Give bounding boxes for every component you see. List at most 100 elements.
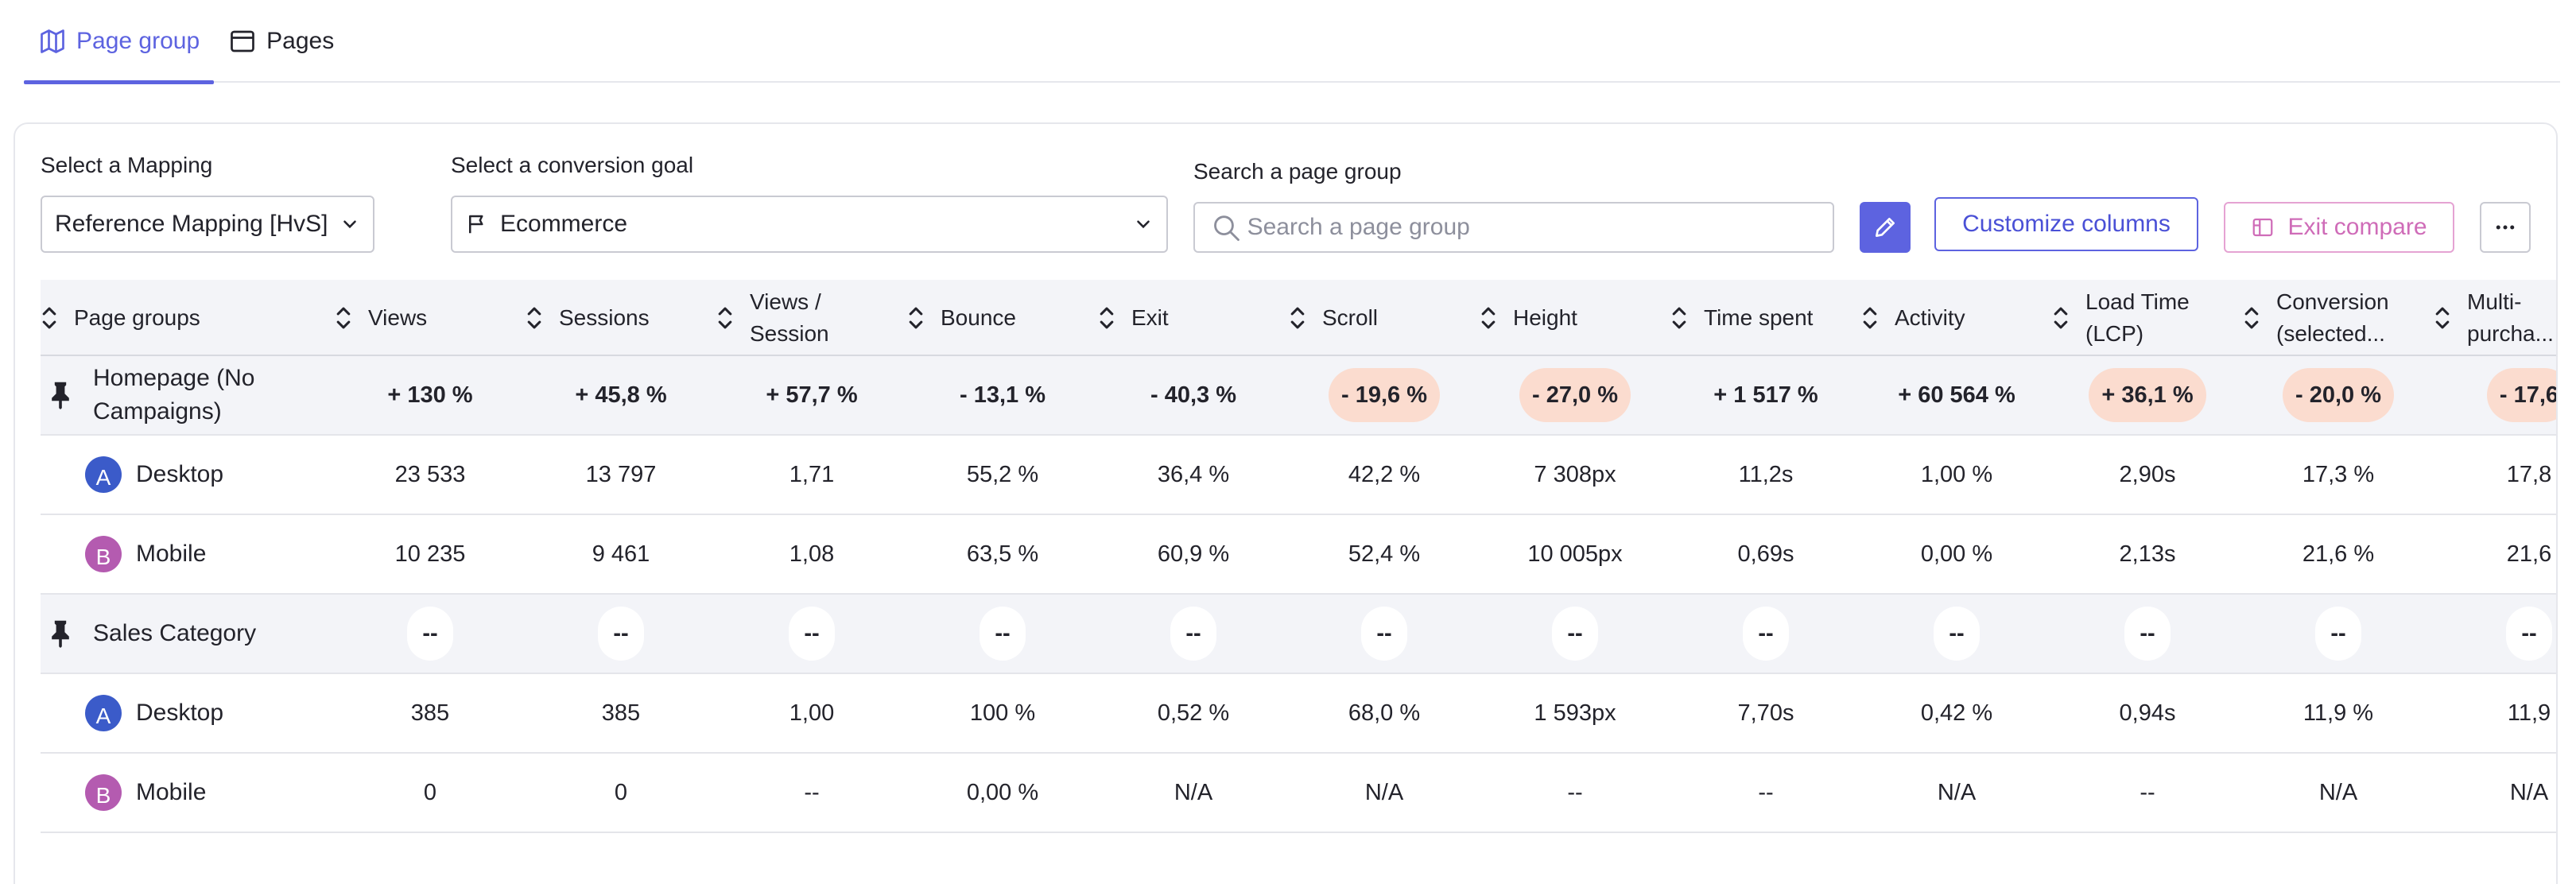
chevron-down-icon xyxy=(1137,220,1150,229)
row-name: Sales Category xyxy=(93,620,257,646)
metric-value: 42,2 % xyxy=(1348,461,1421,487)
metric-value: 55,2 % xyxy=(966,461,1039,487)
metric-value: -- xyxy=(804,779,820,805)
more-options-button[interactable] xyxy=(2480,202,2531,253)
metric-value: 385 xyxy=(601,700,641,726)
column-header[interactable]: Load Time (LCP) xyxy=(2052,280,2243,356)
metric-cell: 60,9 % xyxy=(1098,515,1289,593)
metric-value: 68,0 % xyxy=(1348,700,1421,726)
metric-cell: 0,94s xyxy=(2052,674,2243,752)
goal-select[interactable]: Ecommerce xyxy=(451,196,1168,253)
metric-cell: 55,2 % xyxy=(907,436,1098,514)
empty-value-badge: -- xyxy=(980,607,1026,661)
metric-cell: 42,2 % xyxy=(1289,436,1480,514)
metric-cell: 17,3 % xyxy=(2243,436,2434,514)
metric-cell: 0,69s xyxy=(1670,515,1861,593)
row-name: Mobile xyxy=(136,541,207,567)
metric-cell: -- xyxy=(1480,595,1670,673)
sort-icon[interactable] xyxy=(2052,304,2070,332)
metric-cell: 100 % xyxy=(907,674,1098,752)
column-header[interactable]: Sessions xyxy=(526,280,716,356)
pin-icon[interactable] xyxy=(48,381,72,409)
device-row[interactable]: B Mobile 0 0 -- 0,00 % N/A N/A -- -- N/A -- N/A N/A xyxy=(41,754,2556,833)
edit-mapping-button[interactable] xyxy=(1860,202,1911,253)
metric-value: 7,70s xyxy=(1737,700,1794,726)
metric-value: 1 593px xyxy=(1534,700,1616,726)
device-row[interactable]: A Desktop 23 533 13 797 1,71 55,2 % 36,4 % 42,2… xyxy=(41,436,2556,515)
column-header[interactable]: Scroll xyxy=(1289,280,1480,356)
metric-value: 17,3 % xyxy=(2302,461,2375,487)
change-badge: - 40,3 % xyxy=(1138,368,1249,422)
mapping-select[interactable]: Reference Mapping [HvS] xyxy=(41,196,374,253)
metric-cell: -- xyxy=(1098,595,1289,673)
metric-cell: 2,13s xyxy=(2052,515,2243,593)
sort-icon[interactable] xyxy=(2243,304,2260,332)
sort-icon[interactable] xyxy=(526,304,543,332)
tab-page-group[interactable]: Page group xyxy=(24,0,215,84)
column-header[interactable]: Activity xyxy=(1861,280,2052,356)
column-header-label: Time spent xyxy=(1704,305,1814,330)
column-header[interactable]: Height xyxy=(1480,280,1670,356)
sort-icon[interactable] xyxy=(1861,304,1879,332)
empty-value-badge: -- xyxy=(407,607,453,661)
group-row[interactable]: Sales Category -- -- -- -- -- -- -- -- -- -- -- -- xyxy=(41,595,2556,674)
pin-icon[interactable] xyxy=(48,619,72,648)
sort-icon[interactable] xyxy=(716,304,734,332)
group-row[interactable]: Homepage (No Campaigns) + 130 % + 45,8 % + … xyxy=(41,356,2556,436)
metric-cell: - 27,0 % xyxy=(1480,356,1670,434)
mapping-value: Reference Mapping [HvS] xyxy=(55,211,328,237)
sort-icon[interactable] xyxy=(907,304,925,332)
metric-value: 17,8 xyxy=(2506,461,2552,487)
column-header[interactable]: Time spent xyxy=(1670,280,1861,356)
metric-value: 0,00 % xyxy=(1920,541,1993,567)
search-input[interactable] xyxy=(1247,214,1817,241)
empty-value-badge: -- xyxy=(1552,607,1598,661)
metric-value: 385 xyxy=(410,700,450,726)
empty-value-badge: -- xyxy=(598,607,644,661)
sort-icon[interactable] xyxy=(1098,304,1115,332)
metric-cell: -- xyxy=(2243,595,2434,673)
table-header: Page groups Views Sessions Views / Session B… xyxy=(41,280,2556,356)
metric-value: 0 xyxy=(423,779,437,805)
device-row[interactable]: A Desktop 385 385 1,00 100 % 0,52 % 68,0 % 1 593… xyxy=(41,674,2556,754)
change-badge: + 130 % xyxy=(374,368,486,422)
search-field[interactable] xyxy=(1193,202,1834,253)
sort-icon[interactable] xyxy=(2434,304,2451,332)
column-header[interactable]: Exit xyxy=(1098,280,1289,356)
metric-cell: N/A xyxy=(2243,754,2434,832)
view-tabs: Page group Pages xyxy=(24,0,2560,84)
sort-icon[interactable] xyxy=(1670,304,1688,332)
column-header[interactable]: Bounce xyxy=(907,280,1098,356)
customize-columns-button[interactable]: Customize columns xyxy=(1934,197,2198,251)
metric-cell: 21,6 % xyxy=(2243,515,2434,593)
metric-cell: 21,6 xyxy=(2434,515,2556,593)
metric-value: 36,4 % xyxy=(1157,461,1230,487)
sort-icon[interactable] xyxy=(335,304,352,332)
row-name-cell: Homepage (No Campaigns) xyxy=(48,356,335,434)
metric-cell: 0,00 % xyxy=(907,754,1098,832)
page-group-card: Select a Mapping Reference Mapping [HvS]… xyxy=(14,122,2558,884)
column-header[interactable]: Page groups xyxy=(41,280,327,356)
tab-pages[interactable]: Pages xyxy=(214,0,348,83)
column-header[interactable]: Conversion (selected... xyxy=(2243,280,2434,356)
metric-cell: -- xyxy=(716,595,907,673)
sort-icon[interactable] xyxy=(1289,304,1306,332)
metric-cell: 68,0 % xyxy=(1289,674,1480,752)
desktop-avatar: A xyxy=(85,456,122,493)
metric-cell: 13 797 xyxy=(526,436,716,514)
sort-icon[interactable] xyxy=(1480,304,1497,332)
metric-cell: 385 xyxy=(335,674,526,752)
column-header[interactable]: Views xyxy=(335,280,526,356)
exit-compare-button[interactable]: Exit compare xyxy=(2224,202,2454,253)
column-header-label: Views xyxy=(368,305,428,330)
column-header[interactable]: Views / Session xyxy=(716,280,907,356)
metric-value: 0,94s xyxy=(2119,700,2176,726)
metric-value: N/A xyxy=(2509,779,2549,805)
metric-value: 1,00 % xyxy=(1920,461,1993,487)
column-header[interactable]: Multi- purcha... xyxy=(2434,280,2556,356)
metric-cell: 7,70s xyxy=(1670,674,1861,752)
sort-icon[interactable] xyxy=(41,304,58,332)
negative-change-badge: - 19,6 % xyxy=(1329,368,1440,422)
row-name: Desktop xyxy=(136,461,224,487)
device-row[interactable]: B Mobile 10 235 9 461 1,08 63,5 % 60,9 % 52,4 %… xyxy=(41,515,2556,595)
